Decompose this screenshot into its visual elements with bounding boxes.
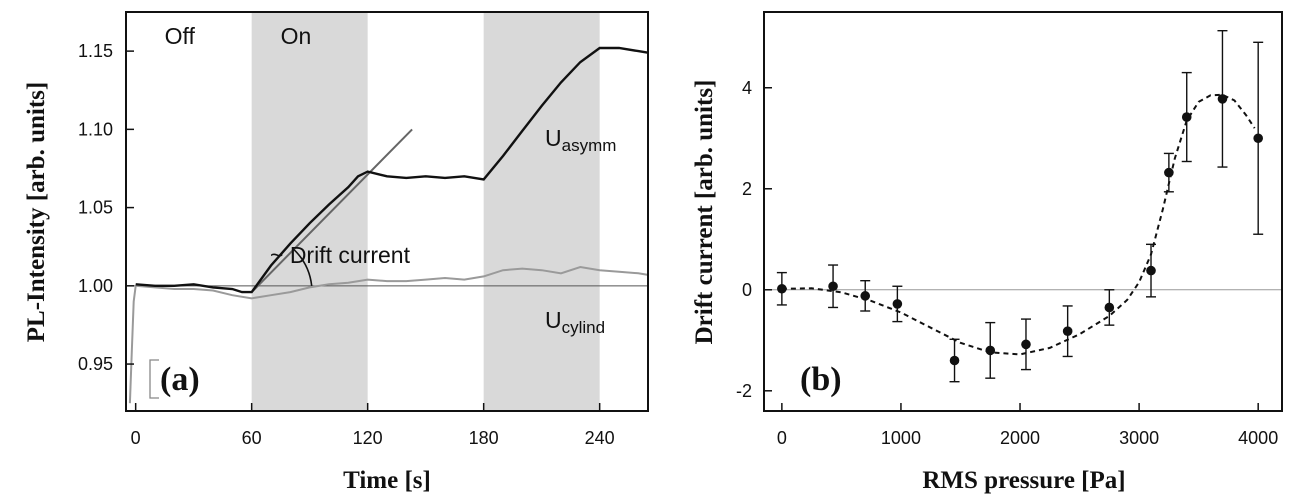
data-point (1181, 112, 1192, 122)
region-labels: Off On (165, 23, 312, 49)
fit-curve-b (781, 93, 1256, 356)
y-tick-label-a: 1.10 (78, 119, 113, 139)
ticks-b: 0 1000 2000 3000 4000 -2 0 2 4 (736, 78, 1278, 448)
shaded-regions-a (251, 12, 600, 411)
shaded-region-1 (483, 12, 600, 411)
data-point (828, 281, 838, 292)
region-label-on: On (281, 23, 312, 49)
data-point (949, 355, 960, 366)
series-label-asymm-main: U (545, 125, 562, 151)
data-point (1104, 302, 1115, 313)
data-point (1217, 94, 1228, 104)
y-axis-label-b: Drift current [arb. units] (691, 80, 718, 345)
data-point (892, 299, 903, 309)
region-label-off: Off (165, 23, 196, 49)
shaded-region-0 (251, 12, 368, 411)
drift-fit-line (250, 128, 413, 293)
x-tick-label-b: 4000 (1238, 428, 1278, 448)
data-point (985, 345, 996, 356)
y-tick-label-a: 1.05 (78, 198, 113, 218)
series-label-asymm: Uasymm (545, 125, 616, 155)
data-point (1164, 167, 1174, 178)
data-points-b (776, 29, 1264, 383)
data-point (1253, 133, 1263, 144)
x-tick-label-a: 60 (242, 428, 262, 448)
y-tick-label-b: 4 (742, 78, 752, 98)
series-label-cylind-sub: cylind (562, 318, 605, 337)
x-tick-label-a: 120 (353, 428, 383, 448)
x-tick-label-b: 1000 (881, 428, 921, 448)
data-point (777, 283, 787, 294)
y-tick-label-a: 1.00 (78, 276, 113, 296)
plot-frame-a (125, 11, 649, 412)
drift-current-annotation: ~ Drift current (270, 242, 411, 268)
panel-label-a: (a) (160, 361, 200, 398)
x-tick-label-b: 3000 (1119, 428, 1159, 448)
x-tick-label-b: 0 (777, 428, 787, 448)
y-tick-label-b: 0 (742, 280, 752, 300)
data-point (1062, 326, 1073, 337)
series-label-cylind-main: U (545, 307, 562, 333)
scale-bracket (149, 359, 159, 399)
x-axis-label-b: RMS pressure [Pa] (922, 467, 1125, 494)
panel-b: (b) 0 1000 2000 3000 4000 -2 0 2 4 RMS pressure … (691, 11, 1283, 494)
y-tick-label-b: -2 (736, 381, 752, 401)
x-axis-label-a: Time [s] (343, 467, 431, 494)
series-label-asymm-sub: asymm (562, 136, 617, 155)
data-point (1021, 339, 1031, 350)
panel-a: Off On ~ Drift current Uasymm Ucylind (a… (23, 11, 649, 494)
y-axis-label-a: PL-Intensity [arb. units] (23, 82, 50, 342)
series-line-asymm (135, 46, 649, 294)
panel-label-b: (b) (800, 361, 842, 398)
data-point (860, 291, 871, 301)
ticks-a: 0 60 120 180 240 0.95 1.00 1.05 1.10 1.15 (78, 41, 615, 448)
y-tick-label-b: 2 (742, 179, 752, 199)
y-tick-label-a: 1.15 (78, 41, 113, 61)
x-tick-label-b: 2000 (1000, 428, 1040, 448)
x-tick-label-a: 0 (131, 428, 141, 448)
plot-frame-b (763, 11, 1283, 412)
data-point (1146, 265, 1156, 276)
series-line-cylind (128, 265, 649, 404)
series-label-cylind: Ucylind (545, 307, 605, 337)
x-tick-label-a: 180 (469, 428, 499, 448)
x-tick-label-a: 240 (585, 428, 615, 448)
y-tick-label-a: 0.95 (78, 354, 113, 374)
angle-arc (293, 248, 313, 286)
